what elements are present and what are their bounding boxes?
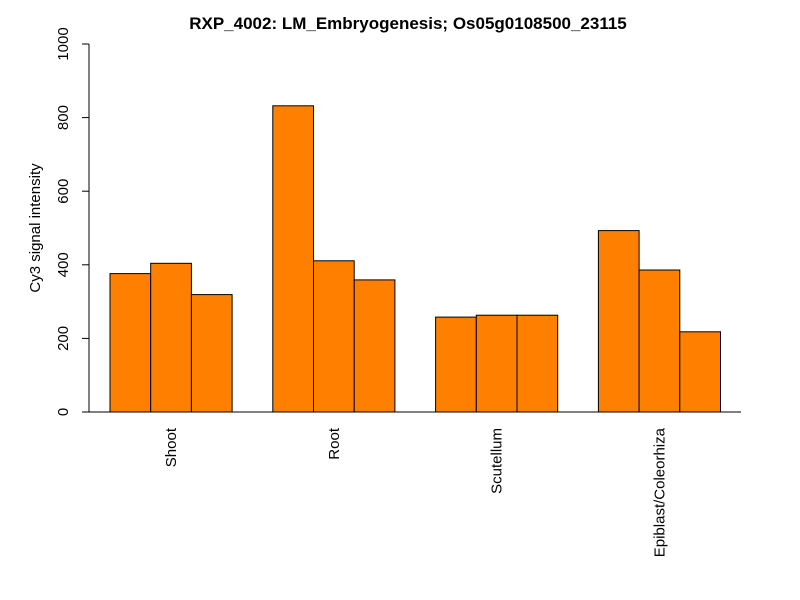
bar-shoot-3 — [190, 294, 233, 413]
y-tick-label: 600 — [55, 179, 72, 204]
bar-epiblast-coleorhiza-2 — [638, 269, 681, 413]
bar-scutellum-2 — [475, 314, 518, 413]
x-axis: Shoot Root Scutellum Epiblast/Coleorhiza — [89, 411, 741, 557]
x-tick-label: Epiblast/Coleorhiza — [651, 427, 668, 557]
y-axis-label: Cy3 signal intensity — [27, 163, 44, 293]
y-tick-label: 0 — [55, 408, 72, 416]
x-tick-label: Scutellum — [489, 428, 506, 494]
y-tick-label: 400 — [55, 252, 72, 277]
bar-root-3 — [353, 279, 396, 413]
x-tick-label: Root — [326, 427, 343, 460]
bar-scutellum-1 — [435, 316, 477, 413]
bar-epiblast-coleorhiza-1 — [597, 230, 640, 413]
bar-shoot-1 — [109, 273, 152, 413]
bar-root-2 — [313, 260, 355, 413]
bar-shoot-2 — [150, 262, 192, 413]
bar-root-1 — [272, 105, 314, 413]
chart-title: RXP_4002: LM_Embryogenesis; Os05g0108500… — [189, 14, 627, 33]
bars-group — [109, 105, 721, 413]
y-tick-label: 800 — [55, 105, 72, 130]
y-axis: 0 200 400 600 800 1000 — [55, 27, 90, 416]
y-tick-label: 1000 — [55, 27, 72, 60]
y-tick-label: 200 — [55, 326, 72, 351]
bar-epiblast-coleorhiza-3 — [679, 331, 721, 413]
x-tick-label: Shoot — [163, 427, 180, 467]
bar-scutellum-3 — [516, 314, 559, 413]
